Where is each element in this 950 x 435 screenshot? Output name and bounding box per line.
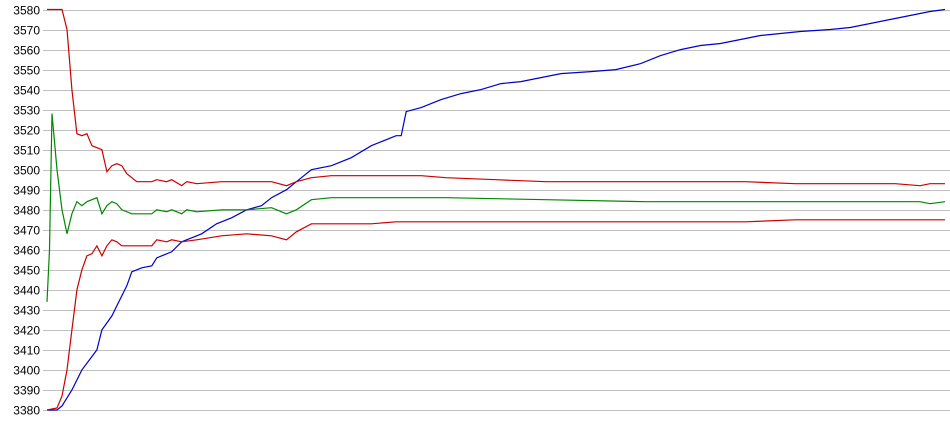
- y-axis-ticks: 3380 3390 3400 3410 3420 3430 3440 3450 3460 3470…: [13, 4, 40, 418]
- y-tick-label: 3550: [13, 64, 40, 78]
- y-tick-label: 3530: [13, 104, 40, 118]
- y-tick-label: 3390: [13, 384, 40, 398]
- y-tick-label: 3420: [13, 324, 40, 338]
- y-tick-label: 3380: [13, 404, 40, 418]
- series-line-red-lower: [46, 219, 945, 411]
- y-tick-label: 3520: [13, 124, 40, 138]
- y-tick-label: 3430: [13, 304, 40, 318]
- y-tick-label: 3460: [13, 244, 40, 258]
- y-tick-label: 3480: [13, 204, 40, 218]
- series-line-blue: [47, 8, 946, 411]
- y-tick-label: 3400: [13, 364, 40, 378]
- y-tick-label: 3560: [13, 44, 40, 58]
- y-tick-label: 3450: [13, 264, 40, 278]
- y-tick-label: 3470: [13, 224, 40, 238]
- y-tick-label: 3510: [13, 144, 40, 158]
- gridlines: [43, 10, 950, 411]
- series-lines: [46, 8, 946, 411]
- series-line-red-upper: [47, 8, 945, 187]
- y-tick-label: 3580: [13, 4, 40, 18]
- series-line-green: [46, 113, 946, 302]
- y-tick-label: 3500: [13, 164, 40, 178]
- y-tick-label: 3490: [13, 184, 40, 198]
- y-tick-label: 3540: [13, 84, 40, 98]
- y-tick-label: 3570: [13, 24, 40, 38]
- y-tick-label: 3440: [13, 284, 40, 298]
- y-tick-label: 3410: [13, 344, 40, 358]
